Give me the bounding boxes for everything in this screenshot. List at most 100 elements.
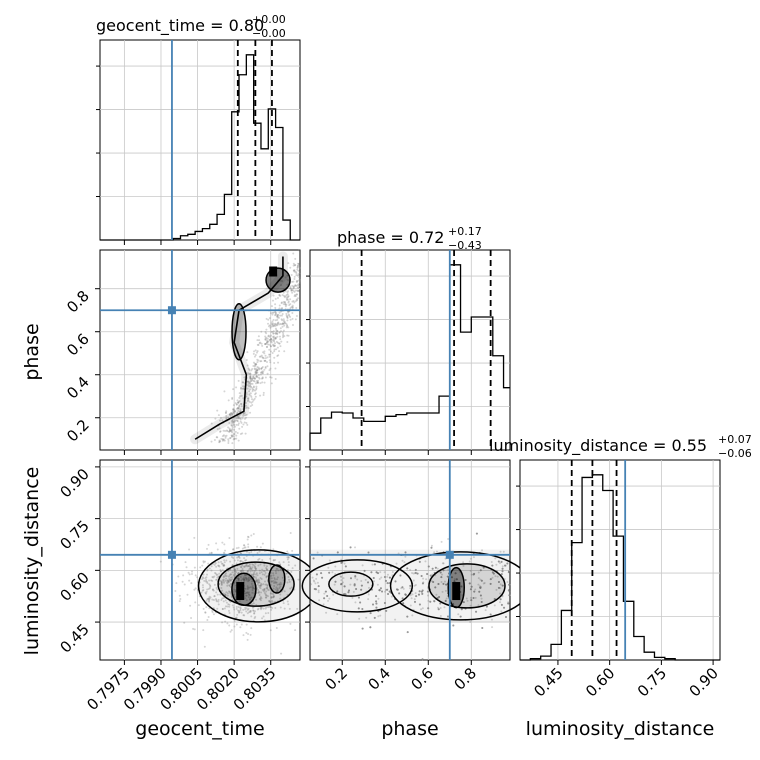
sample-point [241, 425, 244, 428]
sample-point [317, 585, 320, 588]
sample-point [248, 563, 251, 566]
sample-point [237, 424, 240, 427]
sample-point [263, 588, 266, 591]
sample-point [224, 411, 227, 414]
sample-point [298, 278, 301, 281]
sample-point [262, 370, 265, 373]
sample-point [242, 412, 245, 415]
sample-point [481, 627, 484, 630]
sample-point [437, 582, 440, 585]
sample-point [258, 594, 261, 597]
sample-point [228, 584, 231, 587]
sample-point [242, 544, 245, 547]
sample-point [227, 609, 230, 612]
sample-point [246, 387, 249, 390]
sample-point [384, 579, 387, 582]
sample-point [429, 574, 432, 577]
sample-point [504, 564, 507, 567]
sample-point [261, 344, 264, 347]
sample-point [375, 595, 378, 598]
sample-point [297, 273, 300, 276]
sample-point [420, 608, 423, 611]
sample-point [286, 334, 289, 337]
sample-point [231, 442, 234, 445]
sample-point [260, 367, 263, 370]
sample-point [254, 562, 257, 565]
sample-point [469, 620, 472, 623]
sample-point [367, 551, 370, 554]
sample-point [208, 567, 211, 570]
sample-point [246, 608, 249, 611]
sample-point [402, 602, 405, 605]
sample-point [231, 604, 234, 607]
sample-point [289, 306, 292, 309]
sample-point [222, 581, 225, 584]
sample-point [270, 574, 273, 577]
sample-point [378, 589, 381, 592]
sample-point [230, 420, 233, 423]
sample-point [227, 603, 230, 606]
sample-point [470, 585, 473, 588]
sample-point [252, 375, 255, 378]
sample-point [340, 561, 343, 564]
sample-point [285, 297, 288, 300]
sample-point [401, 597, 404, 600]
sample-point [421, 592, 424, 595]
sample-point [253, 380, 256, 383]
sample-point [249, 577, 252, 580]
sample-point [344, 565, 347, 568]
sample-point [328, 571, 331, 574]
sample-point [426, 573, 429, 576]
sample-point [274, 337, 277, 340]
sample-point [287, 290, 290, 293]
sample-point [287, 576, 290, 579]
y-tick-label: 0.8 [63, 287, 93, 317]
sample-point [230, 434, 233, 437]
sample-point [375, 571, 378, 574]
sample-point [290, 273, 293, 276]
sample-point [384, 579, 387, 582]
sample-point [257, 359, 260, 362]
sample-point [388, 590, 391, 593]
title-geocent-time: geocent_time = 0.80 [96, 16, 264, 36]
sample-point [375, 595, 378, 598]
sample-point [245, 391, 248, 394]
sample-point [226, 592, 229, 595]
sample-point [254, 389, 257, 392]
sample-point [232, 412, 235, 415]
sample-point [252, 563, 255, 566]
sample-point [250, 550, 253, 553]
sample-point [270, 341, 273, 344]
sample-point [222, 578, 225, 581]
sample-point [249, 633, 252, 636]
sample-point [268, 317, 271, 320]
sample-point [402, 602, 405, 605]
sample-point [296, 280, 299, 283]
sample-point [212, 613, 215, 616]
sample-point [262, 357, 265, 360]
sample-point [249, 567, 252, 570]
sample-point [472, 596, 475, 599]
sample-point [266, 365, 269, 368]
sample-point [220, 584, 223, 587]
sample-point [409, 568, 412, 571]
xlabel-luminosity-distance: luminosity_distance [526, 718, 715, 740]
sample-point [247, 382, 250, 385]
sample-point [256, 545, 259, 548]
sample-point [508, 570, 511, 573]
sample-point [479, 578, 482, 581]
sample-point [229, 560, 232, 563]
sample-point [294, 300, 297, 303]
sample-point [474, 596, 477, 599]
sample-point [233, 570, 236, 573]
sample-point [248, 368, 251, 371]
sample-point [274, 559, 277, 562]
sample-point [480, 597, 483, 600]
sample-point [343, 585, 346, 588]
sample-point [233, 568, 236, 571]
sample-point [349, 546, 352, 549]
sample-point [261, 568, 264, 571]
sample-point [394, 580, 397, 583]
sample-point [250, 378, 253, 381]
sample-point [450, 576, 453, 579]
